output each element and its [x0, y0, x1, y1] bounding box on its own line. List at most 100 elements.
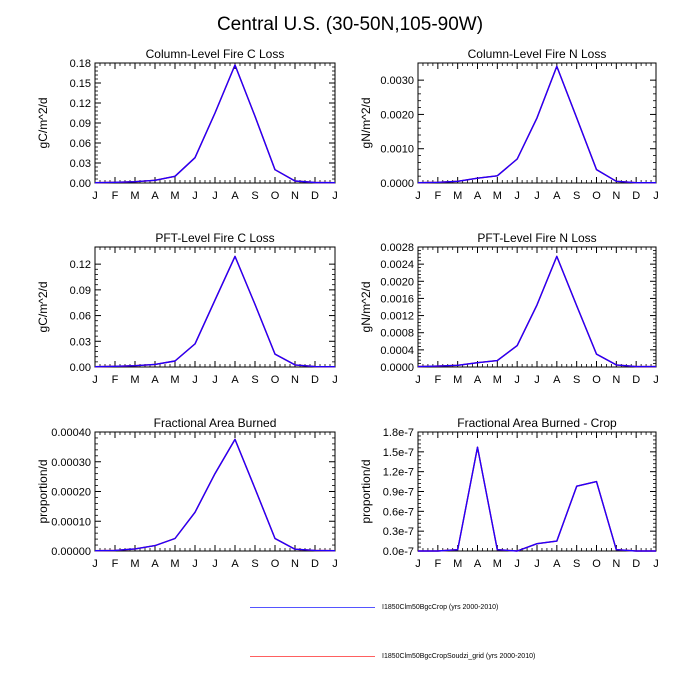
x-tick-label: O [592, 190, 601, 202]
x-tick-label: N [612, 558, 620, 570]
y-tick-label: 0.0020 [380, 109, 414, 121]
legend-line-2 [250, 656, 375, 657]
x-tick-label: S [251, 558, 258, 570]
y-tick-label: 0.12 [70, 259, 91, 271]
x-tick-label: J [415, 558, 421, 570]
x-tick-label: M [493, 558, 502, 570]
y-tick-label: 0.00040 [51, 427, 91, 439]
x-tick-label: A [231, 558, 239, 570]
x-tick-label: N [291, 558, 299, 570]
y-tick-label: 0.0030 [380, 75, 414, 87]
x-tick-label: J [653, 558, 659, 570]
x-tick-label: S [251, 190, 258, 202]
y-tick-label: 0.0000 [380, 362, 414, 374]
y-tick-label: 0.00 [70, 178, 91, 190]
x-tick-label: J [534, 558, 540, 570]
plot-frame [417, 246, 657, 368]
legend-label-1: I1850Clm50BgcCrop (yrs 2000-2010) [382, 604, 499, 611]
y-axis-label: gN/m^2/d [359, 98, 373, 149]
panel-title: Column-Level Fire C Loss [146, 47, 285, 61]
x-tick-label: S [573, 190, 580, 202]
x-tick-label: J [514, 190, 520, 202]
y-tick-label: 0.06 [70, 311, 91, 323]
legend-line-1 [250, 607, 375, 608]
x-tick-label: A [474, 374, 482, 386]
series-line-2 [94, 438, 336, 552]
y-tick-label: 1.2e-7 [383, 467, 414, 479]
x-tick-label: F [434, 374, 441, 386]
y-tick-label: 0.0008 [380, 328, 414, 340]
panel-title: PFT-Level Fire N Loss [477, 231, 596, 245]
x-tick-label: J [212, 374, 218, 386]
plot-frame [417, 62, 657, 184]
legend-item-2: I1850Clm50BgcCropSoudzi_grid (yrs 2000-2… [250, 650, 650, 664]
x-tick-label: M [493, 374, 502, 386]
x-tick-label: A [553, 558, 561, 570]
y-tick-label: 0.0016 [380, 293, 414, 305]
x-tick-label: S [573, 558, 580, 570]
x-tick-label: M [130, 374, 139, 386]
x-tick-label: A [553, 190, 561, 202]
series-line-2 [94, 64, 336, 184]
y-tick-label: 0.0012 [380, 311, 414, 323]
x-tick-label: N [612, 374, 620, 386]
y-tick-label: 0.12 [70, 98, 91, 110]
x-tick-label: D [632, 558, 640, 570]
x-tick-label: J [92, 374, 98, 386]
x-tick-label: F [112, 558, 119, 570]
series-line-1 [94, 438, 336, 552]
x-tick-label: M [453, 374, 462, 386]
legend-label-2: I1850Clm50BgcCropSoudzi_grid (yrs 2000-2… [382, 653, 536, 660]
x-tick-label: M [130, 558, 139, 570]
y-tick-label: 0.0020 [380, 276, 414, 288]
panel-title: Column-Level Fire N Loss [468, 47, 607, 61]
y-tick-label: 0.06 [70, 138, 91, 150]
x-tick-label: N [612, 190, 620, 202]
x-tick-label: O [271, 190, 280, 202]
y-axis-label: gC/m^2/d [36, 98, 50, 149]
x-tick-label: M [130, 190, 139, 202]
y-tick-label: 0.00010 [51, 516, 91, 528]
y-tick-label: 0.9e-7 [383, 487, 414, 499]
x-tick-label: J [514, 374, 520, 386]
x-tick-label: F [112, 374, 119, 386]
series-line-1 [417, 255, 656, 368]
chart-panel-6: Fractional Area Burned - Crop proportion/… [359, 416, 659, 570]
y-tick-label: 1.8e-7 [383, 427, 414, 439]
x-tick-label: M [493, 190, 502, 202]
y-tick-label: 0.3e-7 [383, 526, 414, 538]
series-line-1 [418, 446, 656, 552]
x-tick-label: A [231, 190, 239, 202]
y-tick-label: 0.00030 [51, 457, 91, 469]
x-tick-label: J [534, 374, 540, 386]
x-tick-label: A [474, 558, 482, 570]
x-tick-label: J [212, 190, 218, 202]
plot-frame [94, 62, 336, 184]
x-tick-label: J [92, 190, 98, 202]
x-tick-label: J [415, 374, 421, 386]
figure-title: Central U.S. (30-50N,105-90W) [216, 14, 484, 35]
y-axis-label: proportion/d [359, 459, 373, 523]
series-line-1 [94, 64, 336, 184]
y-tick-label: 0.00000 [51, 546, 91, 558]
y-tick-label: 0.0028 [380, 242, 414, 254]
x-tick-label: J [653, 190, 659, 202]
x-tick-label: A [474, 190, 482, 202]
x-tick-label: J [514, 558, 520, 570]
x-tick-label: F [434, 558, 441, 570]
plot-frame [94, 246, 336, 368]
plot-frame [417, 431, 657, 552]
x-tick-label: A [151, 558, 159, 570]
x-tick-label: J [332, 558, 338, 570]
panel-title: PFT-Level Fire C Loss [155, 231, 274, 245]
y-tick-label: 0.6e-7 [383, 506, 414, 518]
series-line-2 [418, 446, 656, 552]
y-tick-label: 0.0024 [380, 259, 414, 271]
y-axis-label: gC/m^2/d [36, 282, 50, 333]
x-tick-label: D [632, 374, 640, 386]
